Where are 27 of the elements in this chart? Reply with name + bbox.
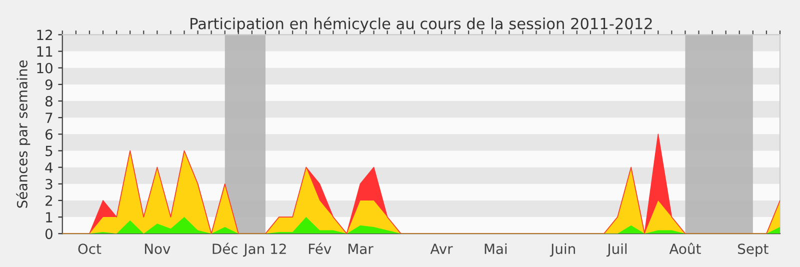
x-tick-label: Août xyxy=(669,242,701,254)
y-tick-label: 9 xyxy=(45,79,52,90)
x-tick-label: Mar xyxy=(348,244,374,254)
y-axis-title: Séances par semaine xyxy=(16,60,30,208)
y-tick-label: 5 xyxy=(46,146,52,156)
x-tick-label: Juil xyxy=(606,243,627,257)
y-tick-label: 1 xyxy=(46,212,52,222)
y-tick-label: 4 xyxy=(45,162,53,173)
y-tick-label: 10 xyxy=(37,62,52,74)
chart-title: Participation en hémicycle au cours de la session 2011-2012 xyxy=(190,16,652,32)
y-tick-label: 11 xyxy=(37,46,52,57)
y-tick-label: 8 xyxy=(45,96,52,106)
y-tick-label: 12 xyxy=(37,30,52,40)
x-tick-label: Nov xyxy=(144,244,170,254)
x-tick-label: Avr xyxy=(430,244,453,254)
x-tick-label: Jan 12 xyxy=(243,244,286,257)
x-tick-label: Mai xyxy=(484,243,507,254)
y-tick-label: 7 xyxy=(46,112,52,123)
x-tick-label: Fév xyxy=(309,242,332,254)
x-tick-label: Juin xyxy=(550,243,575,257)
y-tick-label: 2 xyxy=(46,195,52,206)
y-tick-label: 6 xyxy=(46,129,52,140)
y-tick-label: 3 xyxy=(46,178,52,190)
x-tick-label: Déc xyxy=(212,242,238,254)
y-tick-label: 0 xyxy=(45,228,52,240)
x-tick-label: Sept xyxy=(738,244,768,257)
x-tick-label: Oct xyxy=(78,244,102,254)
